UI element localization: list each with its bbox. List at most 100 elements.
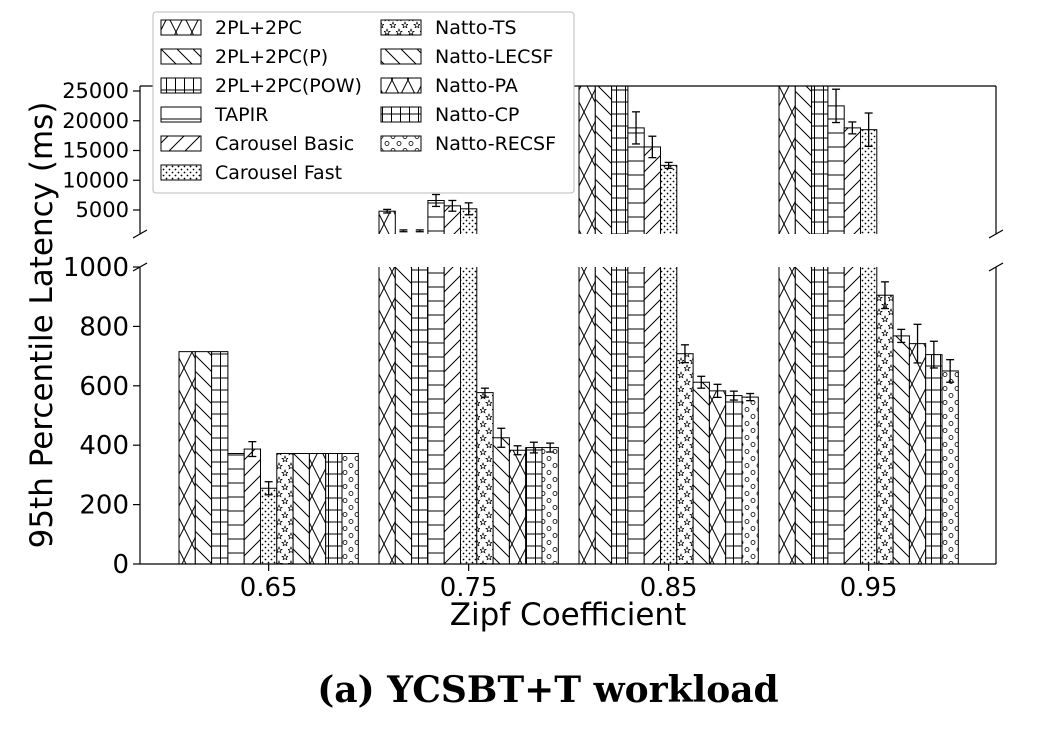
bar-natto-pa-0.95-lower bbox=[908, 343, 927, 564]
legend-label: 2PL+2PC(POW) bbox=[215, 75, 362, 97]
errorbar-natto-pa-0.95 bbox=[913, 323, 922, 364]
bar-2pl-2pc-p-0.85-lower bbox=[594, 267, 613, 564]
errorbar-natto-ts-0.85 bbox=[680, 344, 689, 364]
bar-carousel-basic-0.65-lower bbox=[243, 448, 261, 564]
legend-item-carousel-basic: Carousel Basic bbox=[160, 133, 354, 155]
x-tick-label-0.85: 0.85 bbox=[640, 573, 698, 603]
bar-natto-recsf-0.95-lower bbox=[941, 370, 959, 564]
lower-panel-frame bbox=[139, 267, 997, 565]
axis-break-marks bbox=[132, 229, 1004, 272]
y-tick-label-upper: 15000 bbox=[62, 139, 129, 163]
errorbar-carousel-basic-0.95 bbox=[848, 121, 857, 135]
bar-2pl-2pc-pow-0.85-upper bbox=[611, 86, 629, 234]
bar-natto-recsf-0.75-lower bbox=[541, 447, 559, 564]
legend-label: 2PL+2PC(P) bbox=[215, 46, 328, 68]
errorbar-natto-lecsf-0.95 bbox=[897, 328, 906, 344]
legend-item-carousel-fast: Carousel Fast bbox=[160, 162, 342, 184]
legend-label: Natto-PA bbox=[435, 75, 518, 97]
legend-swatch bbox=[160, 135, 202, 152]
legend-item-2pl-2pc-p: 2PL+2PC(P) bbox=[160, 46, 328, 68]
bar-carousel-basic-0.95-lower bbox=[843, 267, 862, 564]
y-tick-label-upper: 25000 bbox=[62, 79, 129, 103]
bar-natto-lecsf-0.95-lower bbox=[892, 335, 910, 564]
y-tick-label-lower: 400 bbox=[79, 431, 129, 461]
bar-natto-pa-0.85-lower bbox=[708, 390, 727, 564]
legend-label: Carousel Basic bbox=[215, 133, 354, 155]
bar-natto-lecsf-0.75-lower bbox=[492, 437, 510, 564]
legend-swatch bbox=[160, 164, 202, 181]
errorbar-natto-pa-0.85 bbox=[713, 383, 722, 399]
errorbar-carousel-fast-0.95 bbox=[864, 112, 873, 147]
legend-swatch bbox=[160, 106, 202, 123]
bar-2pl-2pc-p-0.85-upper bbox=[594, 86, 613, 234]
bar-tapir-0.65-lower bbox=[227, 453, 245, 564]
x-tick-label-0.75: 0.75 bbox=[440, 573, 498, 603]
bar-carousel-basic-0.85-upper bbox=[643, 146, 662, 234]
bar-2pl-2pc-0.85-lower bbox=[578, 267, 596, 564]
lower-panel-bars bbox=[178, 267, 959, 564]
x-tick-label-0.65: 0.65 bbox=[240, 573, 298, 603]
legend-label: TAPIR bbox=[214, 104, 268, 126]
bar-carousel-fast-0.65-lower bbox=[260, 487, 278, 564]
legend-item-2pl-2pc-pow: 2PL+2PC(POW) bbox=[160, 75, 362, 97]
errorbar-tapir-0.85 bbox=[632, 111, 641, 145]
errorbar-natto-recsf-0.75 bbox=[546, 442, 555, 453]
y-axis-label: 95th Percentile Latency (ms) bbox=[24, 102, 60, 549]
bar-2pl-2pc-0.95-upper bbox=[778, 86, 796, 234]
errorbar-carousel-basic-0.65 bbox=[248, 440, 257, 458]
errorbar-carousel-fast-0.85 bbox=[664, 161, 673, 170]
legend-item-natto-recsf: Natto-RECSF bbox=[380, 133, 556, 155]
bar-2pl-2pc-p-0.65-lower bbox=[194, 351, 213, 564]
errorbar-natto-recsf-0.85 bbox=[746, 392, 755, 402]
bar-2pl-2pc-p-0.95-upper bbox=[794, 86, 813, 234]
errorbar-natto-cp-0.75 bbox=[529, 441, 538, 454]
bar-2pl-2pc-pow-0.75-lower bbox=[411, 267, 429, 564]
legend-swatch bbox=[380, 135, 422, 152]
errorbar-carousel-fast-0.75 bbox=[464, 202, 473, 216]
errorbar-natto-cp-0.95 bbox=[929, 340, 938, 369]
bar-carousel-fast-0.85-upper bbox=[660, 164, 678, 234]
bar-natto-pa-0.75-lower bbox=[508, 449, 527, 564]
legend-swatch bbox=[160, 77, 202, 94]
legend-item-natto-cp: Natto-CP bbox=[380, 104, 519, 126]
legend-label: Carousel Fast bbox=[215, 162, 342, 184]
legend-item-tapir: TAPIR bbox=[160, 104, 268, 126]
bar-tapir-0.85-lower bbox=[627, 267, 645, 564]
bar-natto-cp-0.95-lower bbox=[925, 354, 943, 564]
errorbar-natto-cp-0.85 bbox=[729, 390, 738, 401]
x-tick-label-0.95: 0.95 bbox=[840, 573, 898, 603]
bar-natto-ts-0.85-lower bbox=[676, 353, 694, 564]
legend: 2PL+2PC 2PL+2PC(P) 2PL+2PC(POW) TAPIR Carous… bbox=[152, 11, 575, 194]
bar-natto-lecsf-0.85-lower bbox=[692, 381, 710, 564]
bar-2pl-2pc-p-0.75-lower bbox=[394, 267, 413, 564]
legend-label: Natto-LECSF bbox=[435, 46, 553, 68]
bar-tapir-0.95-lower bbox=[827, 267, 845, 564]
bar-natto-recsf-0.85-lower bbox=[741, 396, 759, 564]
y-tick-label-lower: 1000 bbox=[63, 253, 129, 283]
y-tick-label-upper: 5000 bbox=[76, 198, 129, 222]
legend-item-natto-pa: Natto-PA bbox=[380, 75, 518, 97]
legend-label: Natto-RECSF bbox=[435, 133, 556, 155]
errorbar-carousel-fast-0.65 bbox=[264, 481, 273, 496]
bar-tapir-0.75-lower bbox=[427, 267, 445, 564]
bar-2pl-2pc-0.75-upper bbox=[378, 210, 396, 234]
bar-natto-ts-0.75-lower bbox=[476, 392, 494, 564]
y-tick-label-lower: 200 bbox=[79, 491, 129, 521]
x-axis-label: Zipf Coefficient bbox=[450, 597, 686, 633]
errorbar-natto-ts-0.95 bbox=[880, 281, 889, 310]
upper-panel-bars bbox=[378, 86, 878, 234]
y-tick-label-lower: 800 bbox=[79, 312, 129, 342]
errorbar-natto-ts-0.75 bbox=[480, 387, 489, 398]
bar-natto-recsf-0.65-lower bbox=[341, 453, 359, 564]
legend-label: 2PL+2PC bbox=[215, 17, 302, 39]
y-tick-label-upper: 20000 bbox=[62, 109, 129, 133]
legend-item-natto-lecsf: Natto-LECSF bbox=[380, 46, 553, 68]
legend-item-natto-ts: Natto-TS bbox=[380, 17, 517, 39]
bar-natto-cp-0.75-lower bbox=[525, 447, 543, 564]
bar-natto-lecsf-0.65-lower bbox=[292, 453, 310, 564]
bar-carousel-fast-0.85-lower bbox=[660, 267, 678, 564]
bar-natto-cp-0.85-lower bbox=[725, 395, 743, 564]
bar-carousel-fast-0.95-lower bbox=[860, 267, 878, 564]
bar-tapir-0.95-upper bbox=[827, 105, 845, 234]
